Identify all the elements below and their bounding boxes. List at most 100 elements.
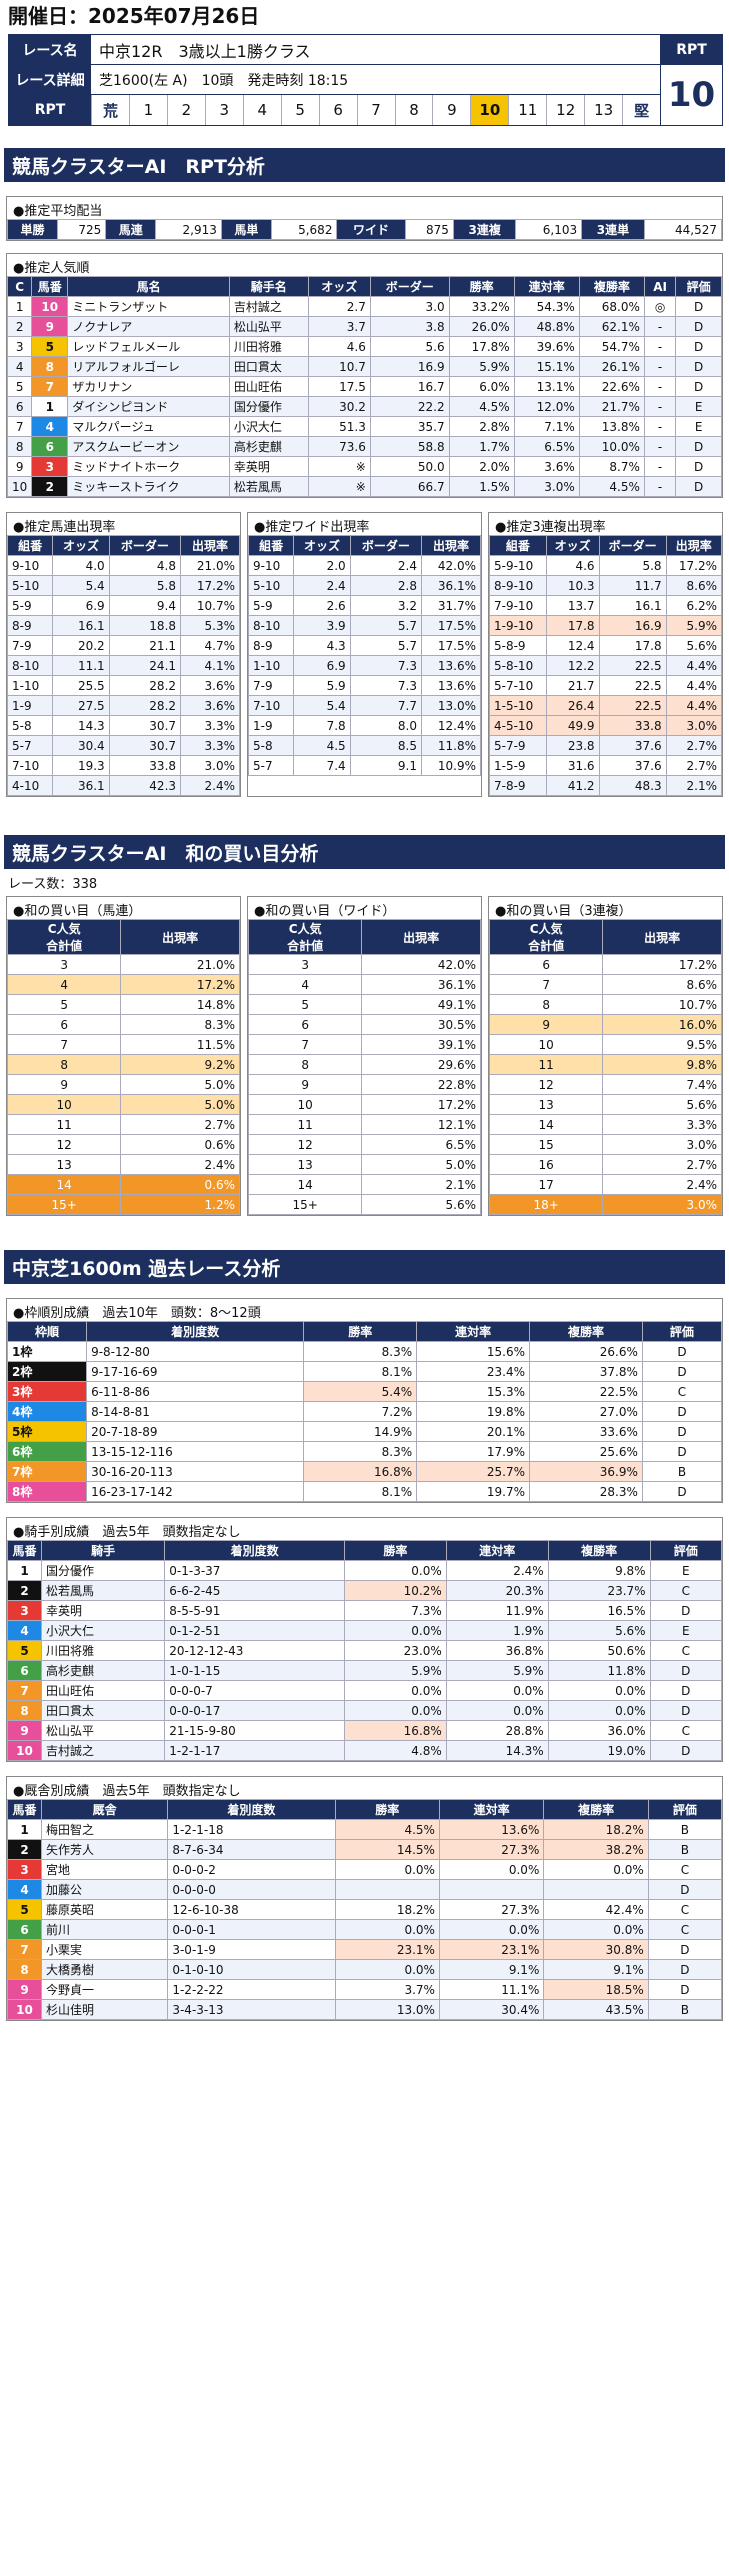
table-row: 7-8-9 41.2 48.3 2.1% (489, 775, 723, 796)
table-cell: 37.6 (598, 755, 667, 776)
table-cell: 5.9 (293, 675, 351, 696)
table-cell: 3-0-1-9 (167, 1939, 336, 1960)
table-cell: 4.0 (52, 555, 110, 576)
table-cell: 7 (488, 974, 604, 995)
table-row: 6 前川 0-0-0-1 0.0% 0.0% 0.0% C (7, 1919, 723, 1940)
section-course-analysis: 中京芝1600m 過去レース分析 (4, 1250, 725, 1284)
table-cell: 22.5% (529, 1381, 643, 1402)
table-cell: 8-10 (247, 615, 295, 636)
table-row: 5-10 2.4 2.8 36.1% (247, 575, 481, 596)
table-cell: C (647, 1899, 723, 1920)
table-cell: 58.8 (369, 436, 450, 457)
table-cell: 6 (6, 396, 33, 417)
table-cell: - (643, 436, 677, 457)
table-row: 3 42.0% (247, 954, 481, 975)
table-cell: 13.0% (421, 695, 481, 716)
table-cell: 19.3 (52, 755, 110, 776)
table-cell: 1-10 (6, 675, 54, 696)
table-cell: 8-7-6-34 (167, 1839, 336, 1860)
table-cell: 5-10 (247, 575, 295, 596)
table-cell: 5.4 (293, 695, 351, 716)
table-header-row: C人気 合計値 出現率 (488, 919, 722, 955)
table-cell: ※ (307, 476, 371, 497)
table-cell: 10.0% (578, 436, 645, 457)
jockey-title: ●騎手別成績 過去5年 頭数指定なし (13, 1525, 241, 1540)
table-cell: 1-10 (247, 655, 295, 676)
column-header: 着別度数 (167, 1799, 336, 1820)
table-cell: 17.2% (665, 555, 723, 576)
rpt-scale-cell: 11 (508, 95, 546, 125)
table-cell: 12.2 (545, 655, 600, 676)
table-cell: 3 (31, 456, 69, 477)
table-cell: 4.5% (448, 396, 515, 417)
column-header: 出現率 (120, 919, 240, 955)
table-row: 8-9 16.1 18.8 5.3% (6, 615, 240, 636)
table-cell: 高杉吏麒 (228, 436, 309, 457)
column-header: 組番 (489, 535, 547, 556)
table-row: 1-10 6.9 7.3 13.6% (247, 655, 481, 676)
table-cell: 8.5 (349, 735, 423, 756)
table-cell: 0.0% (343, 1700, 447, 1721)
popularity-title: ●推定人気順 (13, 261, 90, 276)
table-cell: マルクパージュ (67, 416, 230, 437)
table-row: 12 6.5% (247, 1134, 481, 1155)
table-cell: 6.5% (361, 1134, 481, 1155)
section-sum-analysis: 競馬クラスターAI 和の買い目分析 (4, 835, 725, 869)
table-cell: 5.8 (108, 575, 182, 596)
table-header-row: C人気 合計値 出現率 (247, 919, 481, 955)
table-cell: 13.7 (545, 595, 600, 616)
column-header: 勝率 (343, 1540, 447, 1561)
table-cell: 0.0% (547, 1680, 651, 1701)
table-row: 3 5 レッドフェルメール 川田将雅 4.6 5.6 17.8% 39.6% 54.7% - D (6, 336, 722, 357)
table-cell: 10 (31, 296, 69, 317)
payout-type: ワイド (336, 219, 406, 240)
column-header: 複勝率 (529, 1321, 643, 1342)
table-cell: 2.8 (349, 575, 423, 596)
table-cell: 7 (31, 376, 69, 397)
table-cell: 11 (488, 1054, 604, 1075)
column-header: 組番 (247, 535, 295, 556)
table-cell: 12 (6, 1134, 122, 1155)
table-row: 7 39.1% (247, 1034, 481, 1055)
table-row: 5 藤原英昭 12-6-10-38 18.2% 27.3% 42.4% C (7, 1899, 723, 1920)
table-cell: 7-8-9 (489, 775, 547, 796)
table-cell: 4 (31, 416, 69, 437)
table-row: 8 9.2% (6, 1054, 240, 1075)
table-cell: 1 (6, 296, 33, 317)
race-detail-label: レース詳細 (9, 65, 91, 94)
table-cell: - (643, 456, 677, 477)
table-cell: 4.5 (293, 735, 351, 756)
column-header: ボーダー (108, 535, 182, 556)
table-cell: 0.0% (445, 1700, 549, 1721)
table-cell: 36.0% (547, 1720, 651, 1741)
table-cell: 9 (488, 1014, 604, 1035)
table-cell: ◎ (643, 296, 677, 317)
sum-trio-table: C人気 合計値 出現率 6 17.2% 7 8.6% 8 10.7% 9 16.0% 10 9.5% 1… (488, 919, 722, 1215)
table-cell: D (641, 1441, 723, 1462)
waku-panel: ●枠順別成績 過去10年 頭数：8～12頭 枠順 着別度数 勝率 連対率 複勝率 評価 1枠 9… (6, 1298, 723, 1503)
table-cell: 5 (6, 376, 33, 397)
rpt-value: 10 (667, 75, 716, 115)
table-cell: 22.5 (598, 655, 667, 676)
table-cell: 3.6% (180, 675, 240, 696)
table-cell: 5.4% (303, 1381, 418, 1402)
table-cell: 9.1 (349, 755, 423, 776)
table-cell: 6 (7, 1919, 42, 1940)
table-cell: 3.0% (513, 476, 580, 497)
table-cell: 13-15-12-116 (86, 1441, 305, 1462)
table-cell: 松山弘平 (40, 1720, 166, 1741)
table-cell: 29.6% (361, 1054, 481, 1075)
table-cell: 30.5% (361, 1014, 481, 1035)
table-cell: 3.3% (180, 735, 240, 756)
sum-wide-table: C人気 合計値 出現率 3 42.0% 4 36.1% 5 49.1% 6 30.5% 7 39.1%… (247, 919, 481, 1215)
table-header-row: 組番 オッズ ボーダー 出現率 (489, 535, 723, 556)
table-cell: 36.1% (361, 974, 481, 995)
table-row: 15+ 5.6% (247, 1194, 481, 1215)
table-cell: 14 (488, 1114, 604, 1135)
table-cell: 30.2 (307, 396, 371, 417)
table-cell: 5.3% (180, 615, 240, 636)
table-cell: 42.4% (543, 1899, 649, 1920)
table-cell: D (641, 1341, 723, 1362)
table-row: 4 36.1% (247, 974, 481, 995)
table-cell: 宮地 (40, 1859, 169, 1880)
